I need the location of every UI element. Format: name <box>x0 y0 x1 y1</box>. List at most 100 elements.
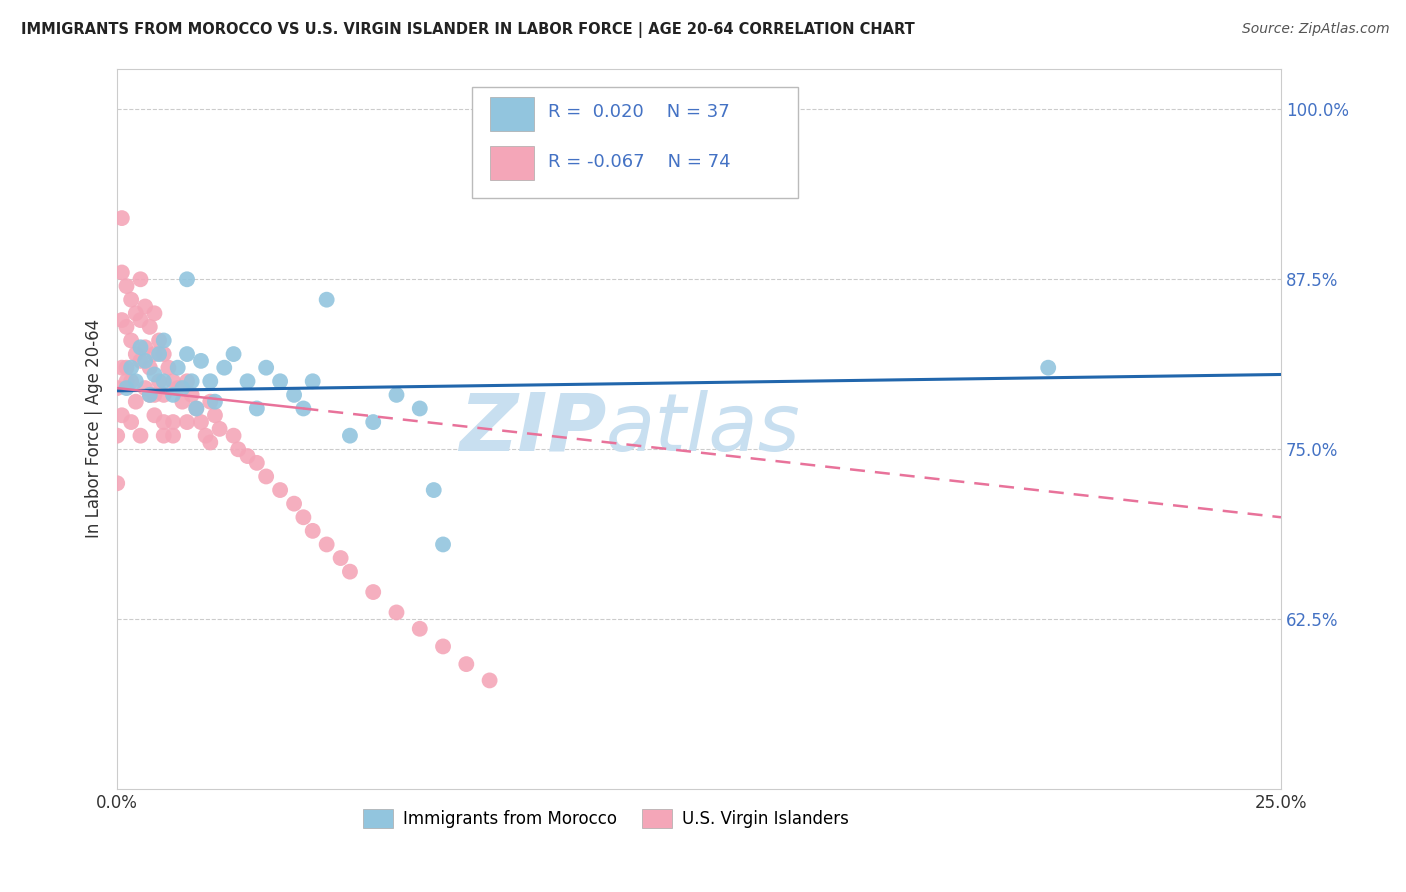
Point <box>162 415 184 429</box>
Point <box>143 388 166 402</box>
Point <box>152 428 174 442</box>
Point <box>125 374 148 388</box>
Point <box>478 673 501 688</box>
Point <box>129 428 152 442</box>
Point <box>204 394 226 409</box>
Point <box>111 360 134 375</box>
Point <box>283 497 305 511</box>
Point <box>180 388 202 402</box>
Point <box>157 360 180 375</box>
Point <box>432 537 454 551</box>
Point <box>269 374 291 388</box>
Point <box>152 347 174 361</box>
Point <box>125 394 148 409</box>
FancyBboxPatch shape <box>472 87 799 198</box>
Point <box>212 360 235 375</box>
Point <box>254 360 277 375</box>
Point <box>152 334 174 348</box>
Point <box>283 388 305 402</box>
Point <box>129 354 152 368</box>
Point <box>120 374 142 388</box>
Point <box>236 449 259 463</box>
Point <box>254 469 277 483</box>
Point <box>134 300 156 314</box>
Point <box>120 415 142 429</box>
Point <box>134 354 156 368</box>
Point <box>292 401 315 416</box>
Point <box>129 272 152 286</box>
Point <box>152 374 174 388</box>
Point <box>125 347 148 361</box>
Point <box>200 374 222 388</box>
Point <box>166 381 188 395</box>
Point <box>385 606 408 620</box>
Point <box>143 368 166 382</box>
Point <box>115 279 138 293</box>
Point <box>120 334 142 348</box>
Point <box>143 409 166 423</box>
Point <box>115 381 138 395</box>
Point <box>208 422 231 436</box>
Point <box>222 347 245 361</box>
Point <box>269 483 291 497</box>
Point <box>226 442 249 457</box>
Point <box>129 340 152 354</box>
Point <box>190 415 212 429</box>
Point <box>148 347 170 361</box>
Point <box>139 388 162 402</box>
Point <box>120 360 142 375</box>
Point <box>301 524 323 538</box>
Point <box>115 319 138 334</box>
Point <box>456 657 478 672</box>
Text: R = -0.067    N = 74: R = -0.067 N = 74 <box>548 153 730 171</box>
Point <box>115 360 138 375</box>
Point <box>111 409 134 423</box>
Point <box>134 340 156 354</box>
Point <box>200 394 222 409</box>
Point <box>129 313 152 327</box>
Point <box>162 374 184 388</box>
Point <box>176 272 198 286</box>
Point <box>139 388 162 402</box>
Point <box>166 360 188 375</box>
FancyBboxPatch shape <box>489 145 534 180</box>
Point <box>246 401 269 416</box>
Point <box>148 334 170 348</box>
Text: atlas: atlas <box>606 390 801 468</box>
Point <box>111 211 134 226</box>
FancyBboxPatch shape <box>489 96 534 131</box>
Point <box>139 360 162 375</box>
Point <box>339 428 361 442</box>
Point <box>222 428 245 442</box>
Point <box>180 374 202 388</box>
Point <box>143 306 166 320</box>
Point <box>329 551 352 566</box>
Point <box>111 265 134 279</box>
Point <box>292 510 315 524</box>
Point <box>152 388 174 402</box>
Point <box>176 374 198 388</box>
Point <box>236 374 259 388</box>
Point <box>176 415 198 429</box>
Point <box>315 537 337 551</box>
Point <box>339 565 361 579</box>
Point <box>148 374 170 388</box>
Point <box>194 428 217 442</box>
Point <box>152 415 174 429</box>
Point <box>186 401 208 416</box>
Point <box>105 381 128 395</box>
Point <box>139 319 162 334</box>
Point <box>186 401 208 416</box>
Point <box>172 381 194 395</box>
Point <box>111 313 134 327</box>
Point <box>105 428 128 442</box>
Point <box>204 409 226 423</box>
Point <box>105 476 128 491</box>
Point <box>162 428 184 442</box>
Point <box>176 347 198 361</box>
Point <box>422 483 444 497</box>
Point <box>1038 360 1060 375</box>
Text: IMMIGRANTS FROM MOROCCO VS U.S. VIRGIN ISLANDER IN LABOR FORCE | AGE 20-64 CORRE: IMMIGRANTS FROM MOROCCO VS U.S. VIRGIN I… <box>21 22 915 38</box>
Text: Source: ZipAtlas.com: Source: ZipAtlas.com <box>1241 22 1389 37</box>
Point <box>190 354 212 368</box>
